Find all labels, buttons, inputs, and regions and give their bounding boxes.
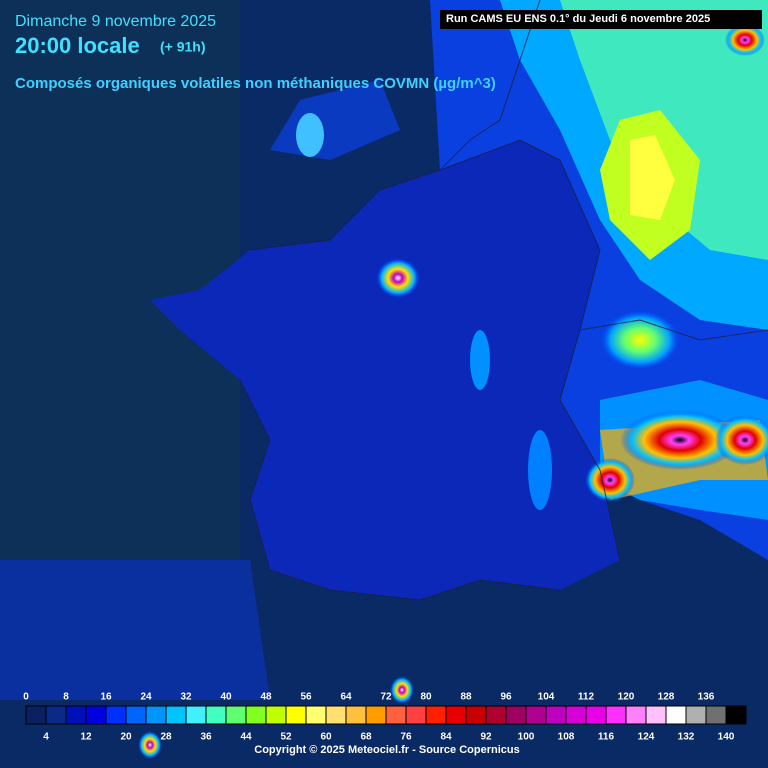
legend-label: 100: [518, 732, 535, 743]
legend-swatch: [705, 705, 727, 725]
legend-label: 48: [260, 692, 272, 703]
legend-label: 36: [200, 732, 212, 743]
legend-swatch: [365, 705, 387, 725]
legend-swatch: [265, 705, 287, 725]
legend-label: 40: [220, 692, 232, 703]
legend-swatch: [105, 705, 127, 725]
legend-label: 8: [63, 692, 69, 703]
run-box: [440, 10, 762, 29]
legend-swatch: [465, 705, 487, 725]
legend-label: 28: [160, 732, 172, 743]
legend-label: 12: [80, 732, 92, 743]
legend-label: 32: [180, 692, 192, 703]
legend-swatch: [505, 705, 527, 725]
legend-swatch: [45, 705, 67, 725]
lead: (+ 91h): [160, 39, 206, 55]
legend-label: 76: [400, 732, 412, 743]
copyright: Copyright © 2025 Meteociel.fr - Source C…: [254, 744, 519, 756]
legend-label: 68: [360, 732, 372, 743]
legend-swatch: [65, 705, 87, 725]
header: Dimanche 9 novembre 2025 20:00 locale (+…: [15, 13, 496, 92]
legend-label: 56: [300, 692, 312, 703]
legend-swatch: [565, 705, 587, 725]
legend-label: 136: [698, 692, 715, 703]
legend-label: 88: [460, 692, 472, 703]
legend-label: 0: [23, 692, 29, 703]
legend-swatch: [345, 705, 367, 725]
legend-label: 52: [280, 732, 292, 743]
legend-swatch: [605, 705, 627, 725]
legend-swatch: [25, 705, 47, 725]
legend-label: 116: [598, 732, 615, 743]
legend-swatch: [185, 705, 207, 725]
legend-label: 72: [380, 692, 392, 703]
legend-swatch: [725, 705, 747, 725]
legend-label: 140: [718, 732, 735, 743]
legend-swatch: [665, 705, 687, 725]
legend-label: 96: [500, 692, 512, 703]
legend-swatch: [685, 705, 707, 725]
legend-label: 84: [440, 732, 452, 743]
legend-label: 20: [120, 732, 132, 743]
legend-swatch: [405, 705, 427, 725]
variable: Composés organiques volatiles non méthan…: [15, 75, 496, 92]
legend-swatch: [485, 705, 507, 725]
legend-label: 44: [240, 732, 252, 743]
legend-swatch: [285, 705, 307, 725]
run-info: Run CAMS EU ENS 0.1° du Jeudi 6 novembre…: [446, 13, 710, 25]
legend-label: 112: [578, 692, 595, 703]
legend-label: 24: [140, 692, 152, 703]
legend-label: 104: [538, 692, 555, 703]
legend-label: 16: [100, 692, 112, 703]
legend-swatch: [205, 705, 227, 725]
legend-label: 108: [558, 732, 575, 743]
legend-swatch: [585, 705, 607, 725]
legend-swatch: [325, 705, 347, 725]
legend-swatch: [425, 705, 447, 725]
legend-swatch: [545, 705, 567, 725]
legend-swatch: [125, 705, 147, 725]
time: 20:00 locale: [15, 33, 140, 58]
legend-swatch: [245, 705, 267, 725]
legend-label: 60: [320, 732, 332, 743]
legend-swatch: [145, 705, 167, 725]
legend-label: 120: [618, 692, 635, 703]
borders: [239, 0, 768, 601]
legend-label: 128: [658, 692, 675, 703]
legend-swatch: [625, 705, 647, 725]
legend-label: 132: [678, 732, 695, 743]
legend-swatch: [305, 705, 327, 725]
legend-label: 92: [480, 732, 492, 743]
legend-swatch: [165, 705, 187, 725]
legend-swatch: [85, 705, 107, 725]
legend-swatch: [525, 705, 547, 725]
legend-label: 4: [43, 732, 49, 743]
legend-swatch: [385, 705, 407, 725]
legend-label: 80: [420, 692, 432, 703]
date: Dimanche 9 novembre 2025: [15, 13, 216, 30]
legend-label: 124: [638, 732, 655, 743]
legend-swatch: [445, 705, 467, 725]
legend: 0481216202428323640444852566064687276808…: [23, 692, 747, 743]
legend-swatch: [645, 705, 667, 725]
legend-swatch: [225, 705, 247, 725]
legend-label: 64: [340, 692, 352, 703]
